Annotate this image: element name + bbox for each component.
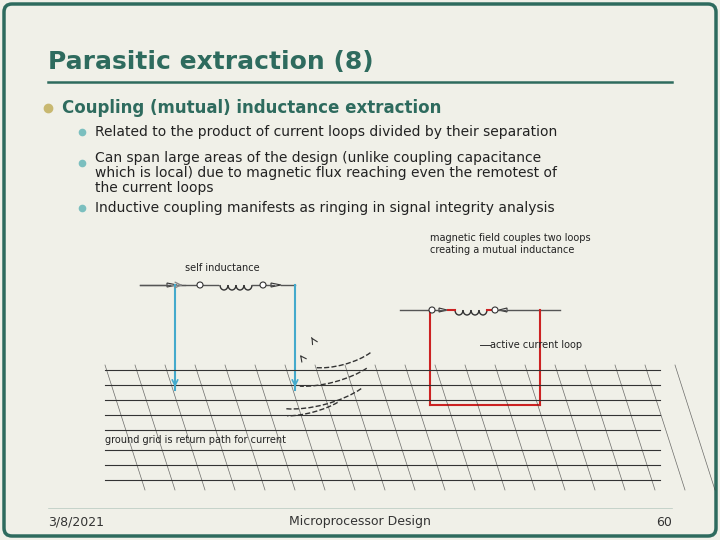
Circle shape bbox=[260, 282, 266, 288]
Text: 3/8/2021: 3/8/2021 bbox=[48, 516, 104, 529]
Text: the current loops: the current loops bbox=[95, 181, 214, 195]
Polygon shape bbox=[499, 308, 507, 312]
Polygon shape bbox=[439, 308, 447, 312]
Text: self inductance: self inductance bbox=[185, 263, 260, 273]
Text: Parasitic extraction (8): Parasitic extraction (8) bbox=[48, 50, 374, 74]
Text: Related to the product of current loops divided by their separation: Related to the product of current loops … bbox=[95, 125, 557, 139]
Text: ground grid is return path for current: ground grid is return path for current bbox=[105, 435, 286, 445]
Polygon shape bbox=[271, 283, 281, 287]
FancyBboxPatch shape bbox=[4, 4, 716, 536]
Text: active current loop: active current loop bbox=[490, 340, 582, 350]
Circle shape bbox=[492, 307, 498, 313]
Text: Microprocessor Design: Microprocessor Design bbox=[289, 516, 431, 529]
Text: magnetic field couples two loops: magnetic field couples two loops bbox=[430, 233, 590, 243]
Circle shape bbox=[197, 282, 203, 288]
Text: Can span large areas of the design (unlike coupling capacitance: Can span large areas of the design (unli… bbox=[95, 151, 541, 165]
Text: 60: 60 bbox=[656, 516, 672, 529]
Polygon shape bbox=[167, 283, 177, 287]
Circle shape bbox=[429, 307, 435, 313]
Text: Coupling (mutual) inductance extraction: Coupling (mutual) inductance extraction bbox=[62, 99, 441, 117]
Text: Inductive coupling manifests as ringing in signal integrity analysis: Inductive coupling manifests as ringing … bbox=[95, 201, 554, 215]
Text: which is local) due to magnetic flux reaching even the remotest of: which is local) due to magnetic flux rea… bbox=[95, 166, 557, 180]
Text: creating a mutual inductance: creating a mutual inductance bbox=[430, 245, 575, 255]
